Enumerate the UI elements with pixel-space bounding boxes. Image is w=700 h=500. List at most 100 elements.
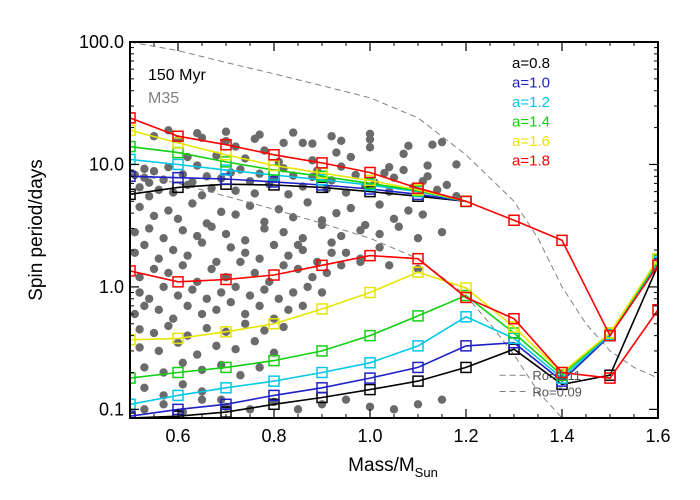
scatter-point [260,285,269,294]
series-marker [220,382,232,394]
scatter-point [298,233,307,243]
series-marker [130,372,136,384]
scatter-point [135,202,144,212]
series-marker [172,137,184,149]
scatter-point [269,240,279,250]
y-tick-label: 1.0 [99,277,124,297]
x-tick-label: 1.4 [549,426,574,446]
series-marker [364,286,376,299]
scatter-point [135,325,144,334]
scatter-point [375,243,384,252]
scatter-point [433,185,442,195]
scatter-point [226,298,235,307]
scatter-point [255,254,264,263]
scatter-point [327,248,336,257]
series-marker [130,140,136,153]
series-marker [652,252,658,265]
series-marker [172,130,184,142]
scatter-point [221,229,231,239]
series-marker [316,157,328,169]
scatter-point [145,294,154,303]
series-marker [508,312,520,325]
series-marker [364,372,376,384]
scatter-point [173,214,183,223]
scatter-point [159,400,168,409]
legend-entry: a=1.2 [512,94,550,111]
scatter-point [346,152,355,162]
scatter-point [202,324,211,333]
age-label: 150 Myr [148,67,206,84]
scatter-point [385,162,394,172]
scatter-point [284,190,293,199]
series-marker [412,340,424,352]
ro-legend-label: Ro=0.09 [532,384,582,399]
scatter-point [289,128,298,137]
y-tick-label: 0.1 [99,399,124,419]
scatter-point [260,217,269,227]
scatter-point [241,319,250,328]
scatter-point [217,288,226,297]
series-marker [220,138,232,151]
legend-entry: a=1.0 [512,75,550,92]
scatter-point [351,170,360,180]
scatter-point [241,236,250,245]
scatter-point [394,222,403,231]
scatter-point [140,383,149,392]
series-marker [364,166,376,179]
scatter-point [178,380,187,389]
scatter-point [173,291,183,300]
scatter-point [145,224,154,233]
scatter-point [365,129,375,138]
series-line-lower [130,261,658,406]
series-marker [652,304,658,316]
scatter-point [341,248,351,257]
series-marker [268,176,280,188]
series-marker [460,311,472,323]
scatter-point [303,198,312,207]
series-marker [364,329,376,342]
scatter-point [154,346,163,356]
ro-legend-label: Ro=1.11 [532,368,581,383]
scatter-point [130,248,139,257]
scatter-point [231,282,240,292]
y-axis-label: Spin period/days [26,159,47,301]
scatter-point [327,132,336,141]
scatter-point [145,178,154,187]
scatter-point [183,331,192,340]
series-marker [412,310,424,322]
y-tick-label: 100.0 [79,32,124,52]
axis-ticks: 0.6 0.8 1.0 1.2 1.4 1.6 0.1 1.0 10.0 100.0 [79,32,671,446]
scatter-point [169,245,178,255]
x-axis-label-subscript: Sun [415,465,438,480]
scatter-point [135,288,144,297]
scatter-point [178,358,187,367]
scatter-point [231,344,240,354]
series-marker [268,318,280,330]
cluster-label: M35 [148,90,179,107]
series-line-lower [130,264,658,418]
scatter-point [140,363,149,372]
series-marker [652,259,658,272]
scatter-point [255,130,264,139]
scatter-point [140,405,149,414]
scatter-point [413,233,423,243]
series-marker [172,158,184,171]
series-marker [364,174,376,187]
series-marker [508,321,520,333]
scatter-point [365,143,375,152]
series-marker [412,252,424,265]
series-marker [604,329,616,342]
scatter-point [423,161,432,170]
series-marker [268,354,280,367]
scatter-point [284,251,293,260]
series-line-upper [130,158,467,203]
scatter-point [183,301,192,311]
scatter-point [193,161,202,170]
series-marker [460,361,472,374]
series-marker [130,170,136,183]
x-tick-label: 0.6 [165,426,190,446]
scatter-point [260,326,269,335]
series-marker [508,343,520,355]
series-marker [460,340,472,352]
